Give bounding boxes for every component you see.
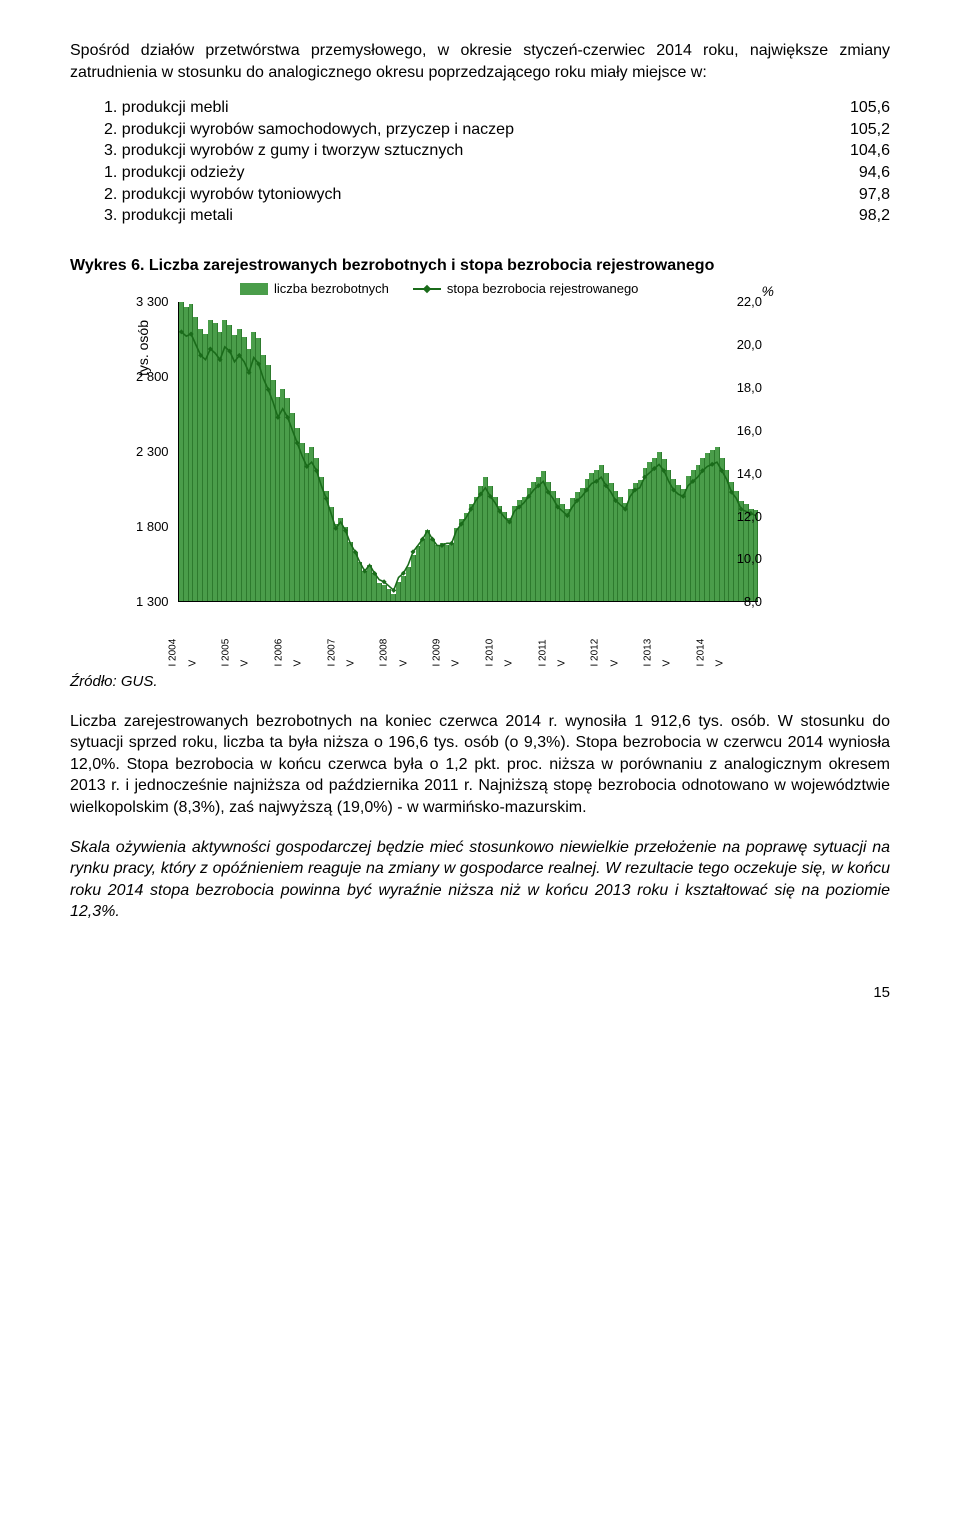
y-tick-right: 16,0 (737, 422, 762, 440)
y-tick-right: 10,0 (737, 551, 762, 569)
y-tick-left: 1 800 (136, 519, 169, 537)
x-tick-sub: V (450, 660, 464, 667)
body-paragraph-2: Liczba zarejestrowanych bezrobotnych na … (70, 711, 890, 819)
list-item-value: 105,6 (820, 97, 890, 119)
list-item-label: 1. produkcji mebli (104, 97, 820, 119)
x-tick-year: I 2004 (167, 639, 181, 667)
body-paragraph-3: Skala ożywienia aktywności gospodarczej … (70, 837, 890, 923)
x-tick-sub: V (714, 660, 728, 667)
x-tick-sub: V (186, 660, 200, 667)
x-tick-year: I 2011 (536, 639, 550, 666)
x-tick-year: I 2009 (431, 639, 445, 667)
x-tick-sub: V (344, 660, 358, 667)
legend-bar-label: liczba bezrobotnych (274, 280, 389, 298)
x-tick-year: I 2008 (378, 639, 392, 667)
x-tick-year: I 2006 (272, 639, 286, 667)
intro-paragraph: Spośród działów przetwórstwa przemysłowe… (70, 40, 890, 83)
page-number: 15 (70, 983, 890, 1003)
list-item-label: 1. produkcji odzieży (104, 162, 820, 184)
list-item: 1. produkcji odzieży94,6 (104, 162, 890, 184)
chart-container: tys. osób % liczba bezrobotnych stopa be… (130, 286, 830, 666)
chart-legend: liczba bezrobotnych stopa bezrobocia rej… (240, 280, 638, 298)
y-tick-left: 2 800 (136, 369, 169, 387)
x-tick-sub: V (397, 660, 411, 667)
y-tick-left: 1 300 (136, 594, 169, 612)
legend-bar-swatch (240, 283, 268, 295)
x-tick-sub: V (292, 660, 306, 667)
x-tick-sub: V (661, 660, 675, 667)
y-tick-right: 22,0 (737, 294, 762, 312)
list-item-label: 3. produkcji wyrobów z gumy i tworzyw sz… (104, 140, 820, 162)
list-item-value: 104,6 (820, 140, 890, 162)
x-tick-year: I 2014 (694, 639, 708, 667)
chart-plot-area (178, 302, 758, 602)
x-tick-sub: V (503, 660, 517, 667)
y-tick-left: 2 300 (136, 444, 169, 462)
y-tick-left: 3 300 (136, 294, 169, 312)
legend-line: stopa bezrobocia rejestrowanego (413, 280, 639, 298)
x-tick-year: I 2007 (325, 639, 339, 667)
list-item: 1. produkcji mebli105,6 (104, 97, 890, 119)
x-tick-sub: V (555, 660, 569, 667)
chart-title: Wykres 6. Liczba zarejestrowanych bezrob… (70, 255, 890, 277)
list-item-value: 98,2 (820, 205, 890, 227)
list-item-value: 105,2 (820, 119, 890, 141)
y-tick-right: 12,0 (737, 508, 762, 526)
change-list: 1. produkcji mebli105,62. produkcji wyro… (104, 97, 890, 227)
list-item-label: 2. produkcji wyrobów tytoniowych (104, 184, 820, 206)
list-item-label: 3. produkcji metali (104, 205, 820, 227)
x-tick-year: I 2005 (220, 639, 234, 667)
y-tick-right: 18,0 (737, 379, 762, 397)
list-item-value: 94,6 (820, 162, 890, 184)
list-item: 2. produkcji wyrobów tytoniowych97,8 (104, 184, 890, 206)
y-axis-right-label: % (762, 282, 774, 301)
x-tick-year: I 2013 (641, 639, 655, 667)
x-ticks: I 2004VI 2005VI 2006VI 2007VI 2008VI 200… (178, 608, 758, 666)
legend-line-label: stopa bezrobocia rejestrowanego (447, 280, 639, 298)
rate-line (179, 302, 758, 601)
list-item-value: 97,8 (820, 184, 890, 206)
x-tick-year: I 2010 (483, 639, 497, 667)
y-tick-right: 20,0 (737, 336, 762, 354)
list-item: 2. produkcji wyrobów samochodowych, przy… (104, 119, 890, 141)
list-item-label: 2. produkcji wyrobów samochodowych, przy… (104, 119, 820, 141)
list-item: 3. produkcji wyrobów z gumy i tworzyw sz… (104, 140, 890, 162)
x-tick-year: I 2012 (589, 639, 603, 667)
list-item: 3. produkcji metali98,2 (104, 205, 890, 227)
x-tick-sub: V (239, 660, 253, 667)
y-tick-right: 14,0 (737, 465, 762, 483)
chart-source: Źródło: GUS. (70, 672, 890, 692)
x-tick-sub: V (608, 660, 622, 667)
legend-line-swatch (413, 288, 441, 290)
legend-bars: liczba bezrobotnych (240, 280, 389, 298)
